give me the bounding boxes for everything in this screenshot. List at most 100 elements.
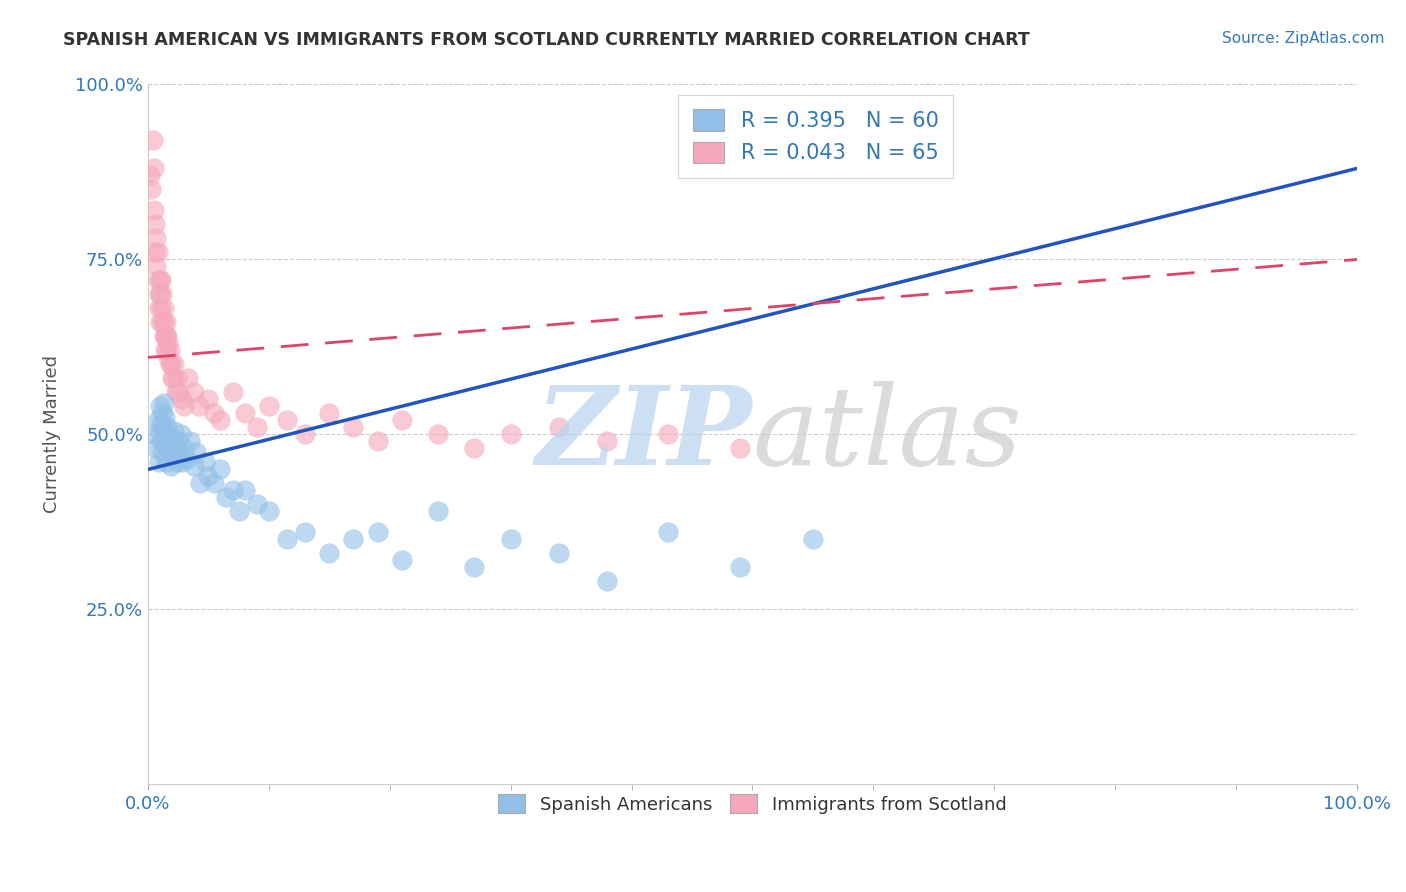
Point xyxy=(157,427,180,442)
Point xyxy=(209,413,232,427)
Point xyxy=(163,424,186,438)
Point xyxy=(150,406,173,420)
Point xyxy=(186,445,208,459)
Point xyxy=(157,351,180,365)
Point xyxy=(318,406,340,420)
Point xyxy=(167,434,190,449)
Point xyxy=(153,409,176,424)
Point xyxy=(159,343,181,358)
Point xyxy=(143,218,166,232)
Point xyxy=(156,329,179,343)
Point xyxy=(342,420,364,434)
Point xyxy=(149,315,172,329)
Point xyxy=(179,434,201,449)
Point xyxy=(153,438,176,452)
Point xyxy=(427,427,450,442)
Text: ZIP: ZIP xyxy=(536,381,752,488)
Point xyxy=(730,442,752,456)
Point xyxy=(197,469,219,483)
Point xyxy=(657,427,679,442)
Point xyxy=(173,400,195,414)
Point xyxy=(152,396,174,410)
Point xyxy=(367,434,389,449)
Point xyxy=(202,476,225,491)
Text: SPANISH AMERICAN VS IMMIGRANTS FROM SCOTLAND CURRENTLY MARRIED CORRELATION CHART: SPANISH AMERICAN VS IMMIGRANTS FROM SCOT… xyxy=(63,31,1031,49)
Point xyxy=(170,392,193,407)
Y-axis label: Currently Married: Currently Married xyxy=(44,355,60,514)
Point xyxy=(160,458,183,473)
Point xyxy=(152,420,174,434)
Point xyxy=(152,301,174,316)
Point xyxy=(150,301,173,316)
Point xyxy=(145,442,167,456)
Point xyxy=(202,406,225,420)
Point xyxy=(318,546,340,560)
Point xyxy=(143,245,166,260)
Point xyxy=(548,420,571,434)
Point xyxy=(160,371,183,385)
Point xyxy=(142,203,165,218)
Point xyxy=(246,498,269,512)
Point xyxy=(152,315,174,329)
Point xyxy=(194,455,217,469)
Point xyxy=(149,424,172,438)
Point xyxy=(294,427,316,442)
Point xyxy=(142,133,165,147)
Point xyxy=(146,413,169,427)
Point xyxy=(169,445,191,459)
Point xyxy=(391,553,413,567)
Legend: Spanish Americans, Immigrants from Scotland: Spanish Americans, Immigrants from Scotl… xyxy=(488,783,1018,824)
Point xyxy=(150,434,173,449)
Point xyxy=(167,385,190,400)
Point xyxy=(276,413,298,427)
Point xyxy=(149,273,172,287)
Point xyxy=(148,287,170,301)
Point xyxy=(233,483,256,498)
Point xyxy=(209,462,232,476)
Point xyxy=(146,245,169,260)
Point xyxy=(166,455,188,469)
Point xyxy=(165,442,187,456)
Point xyxy=(150,417,173,431)
Point xyxy=(188,476,211,491)
Point xyxy=(150,445,173,459)
Point xyxy=(150,315,173,329)
Point xyxy=(801,533,824,547)
Point xyxy=(342,533,364,547)
Point xyxy=(276,533,298,547)
Point xyxy=(141,182,163,196)
Point xyxy=(155,455,177,469)
Point xyxy=(157,336,180,351)
Point xyxy=(427,504,450,518)
Point xyxy=(155,431,177,445)
Point xyxy=(165,385,187,400)
Point xyxy=(145,260,167,274)
Point xyxy=(162,449,184,463)
Point xyxy=(160,358,183,372)
Point xyxy=(148,455,170,469)
Point xyxy=(187,400,209,414)
Point xyxy=(145,231,167,245)
Point xyxy=(257,400,280,414)
Point xyxy=(146,273,169,287)
Point xyxy=(183,385,205,400)
Point xyxy=(499,427,522,442)
Point xyxy=(149,400,172,414)
Point xyxy=(156,420,179,434)
Point xyxy=(596,574,619,589)
Point xyxy=(463,442,485,456)
Point xyxy=(139,169,162,183)
Point xyxy=(156,449,179,463)
Point xyxy=(173,442,195,456)
Point xyxy=(160,434,183,449)
Point xyxy=(159,358,181,372)
Point xyxy=(156,343,179,358)
Point xyxy=(499,533,522,547)
Point xyxy=(183,458,205,473)
Point xyxy=(257,504,280,518)
Point xyxy=(221,483,243,498)
Text: Source: ZipAtlas.com: Source: ZipAtlas.com xyxy=(1222,31,1385,46)
Point xyxy=(548,546,571,560)
Point xyxy=(215,491,238,505)
Point xyxy=(221,385,243,400)
